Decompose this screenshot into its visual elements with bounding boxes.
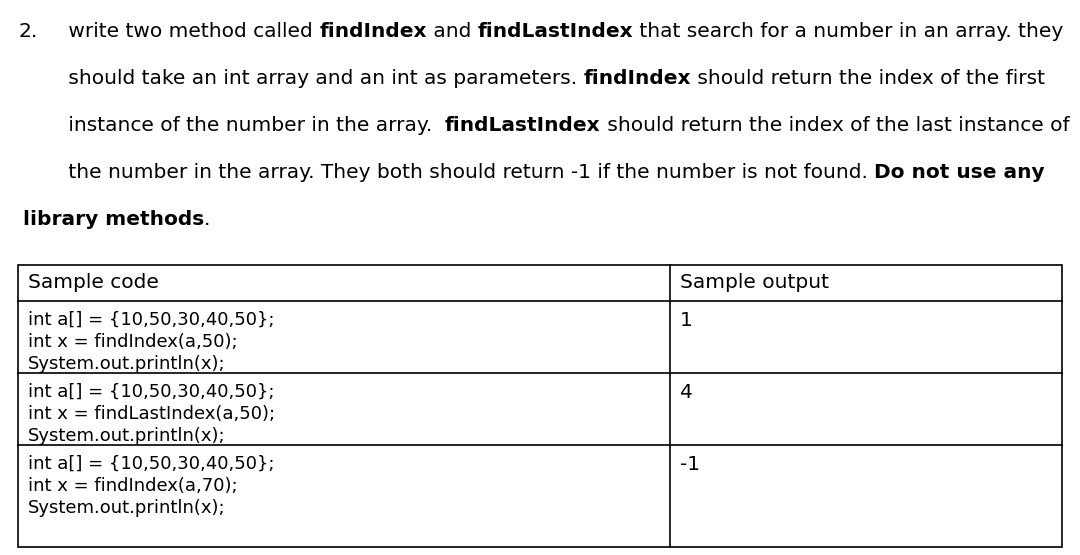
Text: int x = findLastIndex(a,50);: int x = findLastIndex(a,50); (28, 405, 275, 423)
Text: System.out.println(x);: System.out.println(x); (28, 427, 226, 445)
Text: int a[] = {10,50,30,40,50};: int a[] = {10,50,30,40,50}; (28, 383, 274, 401)
Text: findLastIndex: findLastIndex (445, 116, 600, 135)
Bar (18, 265, 1062, 547)
Text: System.out.println(x);: System.out.println(x); (28, 355, 226, 373)
Text: findLastIndex: findLastIndex (477, 22, 633, 41)
Text: Do not use any: Do not use any (874, 163, 1044, 182)
Text: should return the index of the first: should return the index of the first (691, 69, 1045, 88)
Text: int x = findIndex(a,50);: int x = findIndex(a,50); (28, 333, 238, 351)
Text: the number in the array. They both should return -1 if the number is not found.: the number in the array. They both shoul… (62, 163, 874, 182)
Text: int a[] = {10,50,30,40,50};: int a[] = {10,50,30,40,50}; (28, 455, 274, 473)
Text: 2.: 2. (18, 22, 37, 41)
Text: 1: 1 (680, 311, 693, 330)
Text: should return the index of the last instance of: should return the index of the last inst… (600, 116, 1069, 135)
Text: int x = findIndex(a,70);: int x = findIndex(a,70); (28, 477, 238, 495)
Text: write two method called: write two method called (62, 22, 319, 41)
Text: Sample output: Sample output (680, 273, 829, 292)
Text: instance of the number in the array.: instance of the number in the array. (62, 116, 445, 135)
Text: that search for a number in an array. they: that search for a number in an array. th… (633, 22, 1063, 41)
Text: and: and (427, 22, 477, 41)
Text: -1: -1 (680, 455, 700, 474)
Text: findIndex: findIndex (583, 69, 691, 88)
Text: findIndex: findIndex (319, 22, 427, 41)
Text: System.out.println(x);: System.out.println(x); (28, 499, 226, 517)
Text: int a[] = {10,50,30,40,50};: int a[] = {10,50,30,40,50}; (28, 311, 274, 329)
Text: Sample code: Sample code (28, 273, 159, 292)
Text: library methods: library methods (23, 210, 204, 229)
Text: .: . (204, 210, 211, 229)
Text: 4: 4 (680, 383, 693, 402)
Text: should take an int array and an int as parameters.: should take an int array and an int as p… (62, 69, 583, 88)
